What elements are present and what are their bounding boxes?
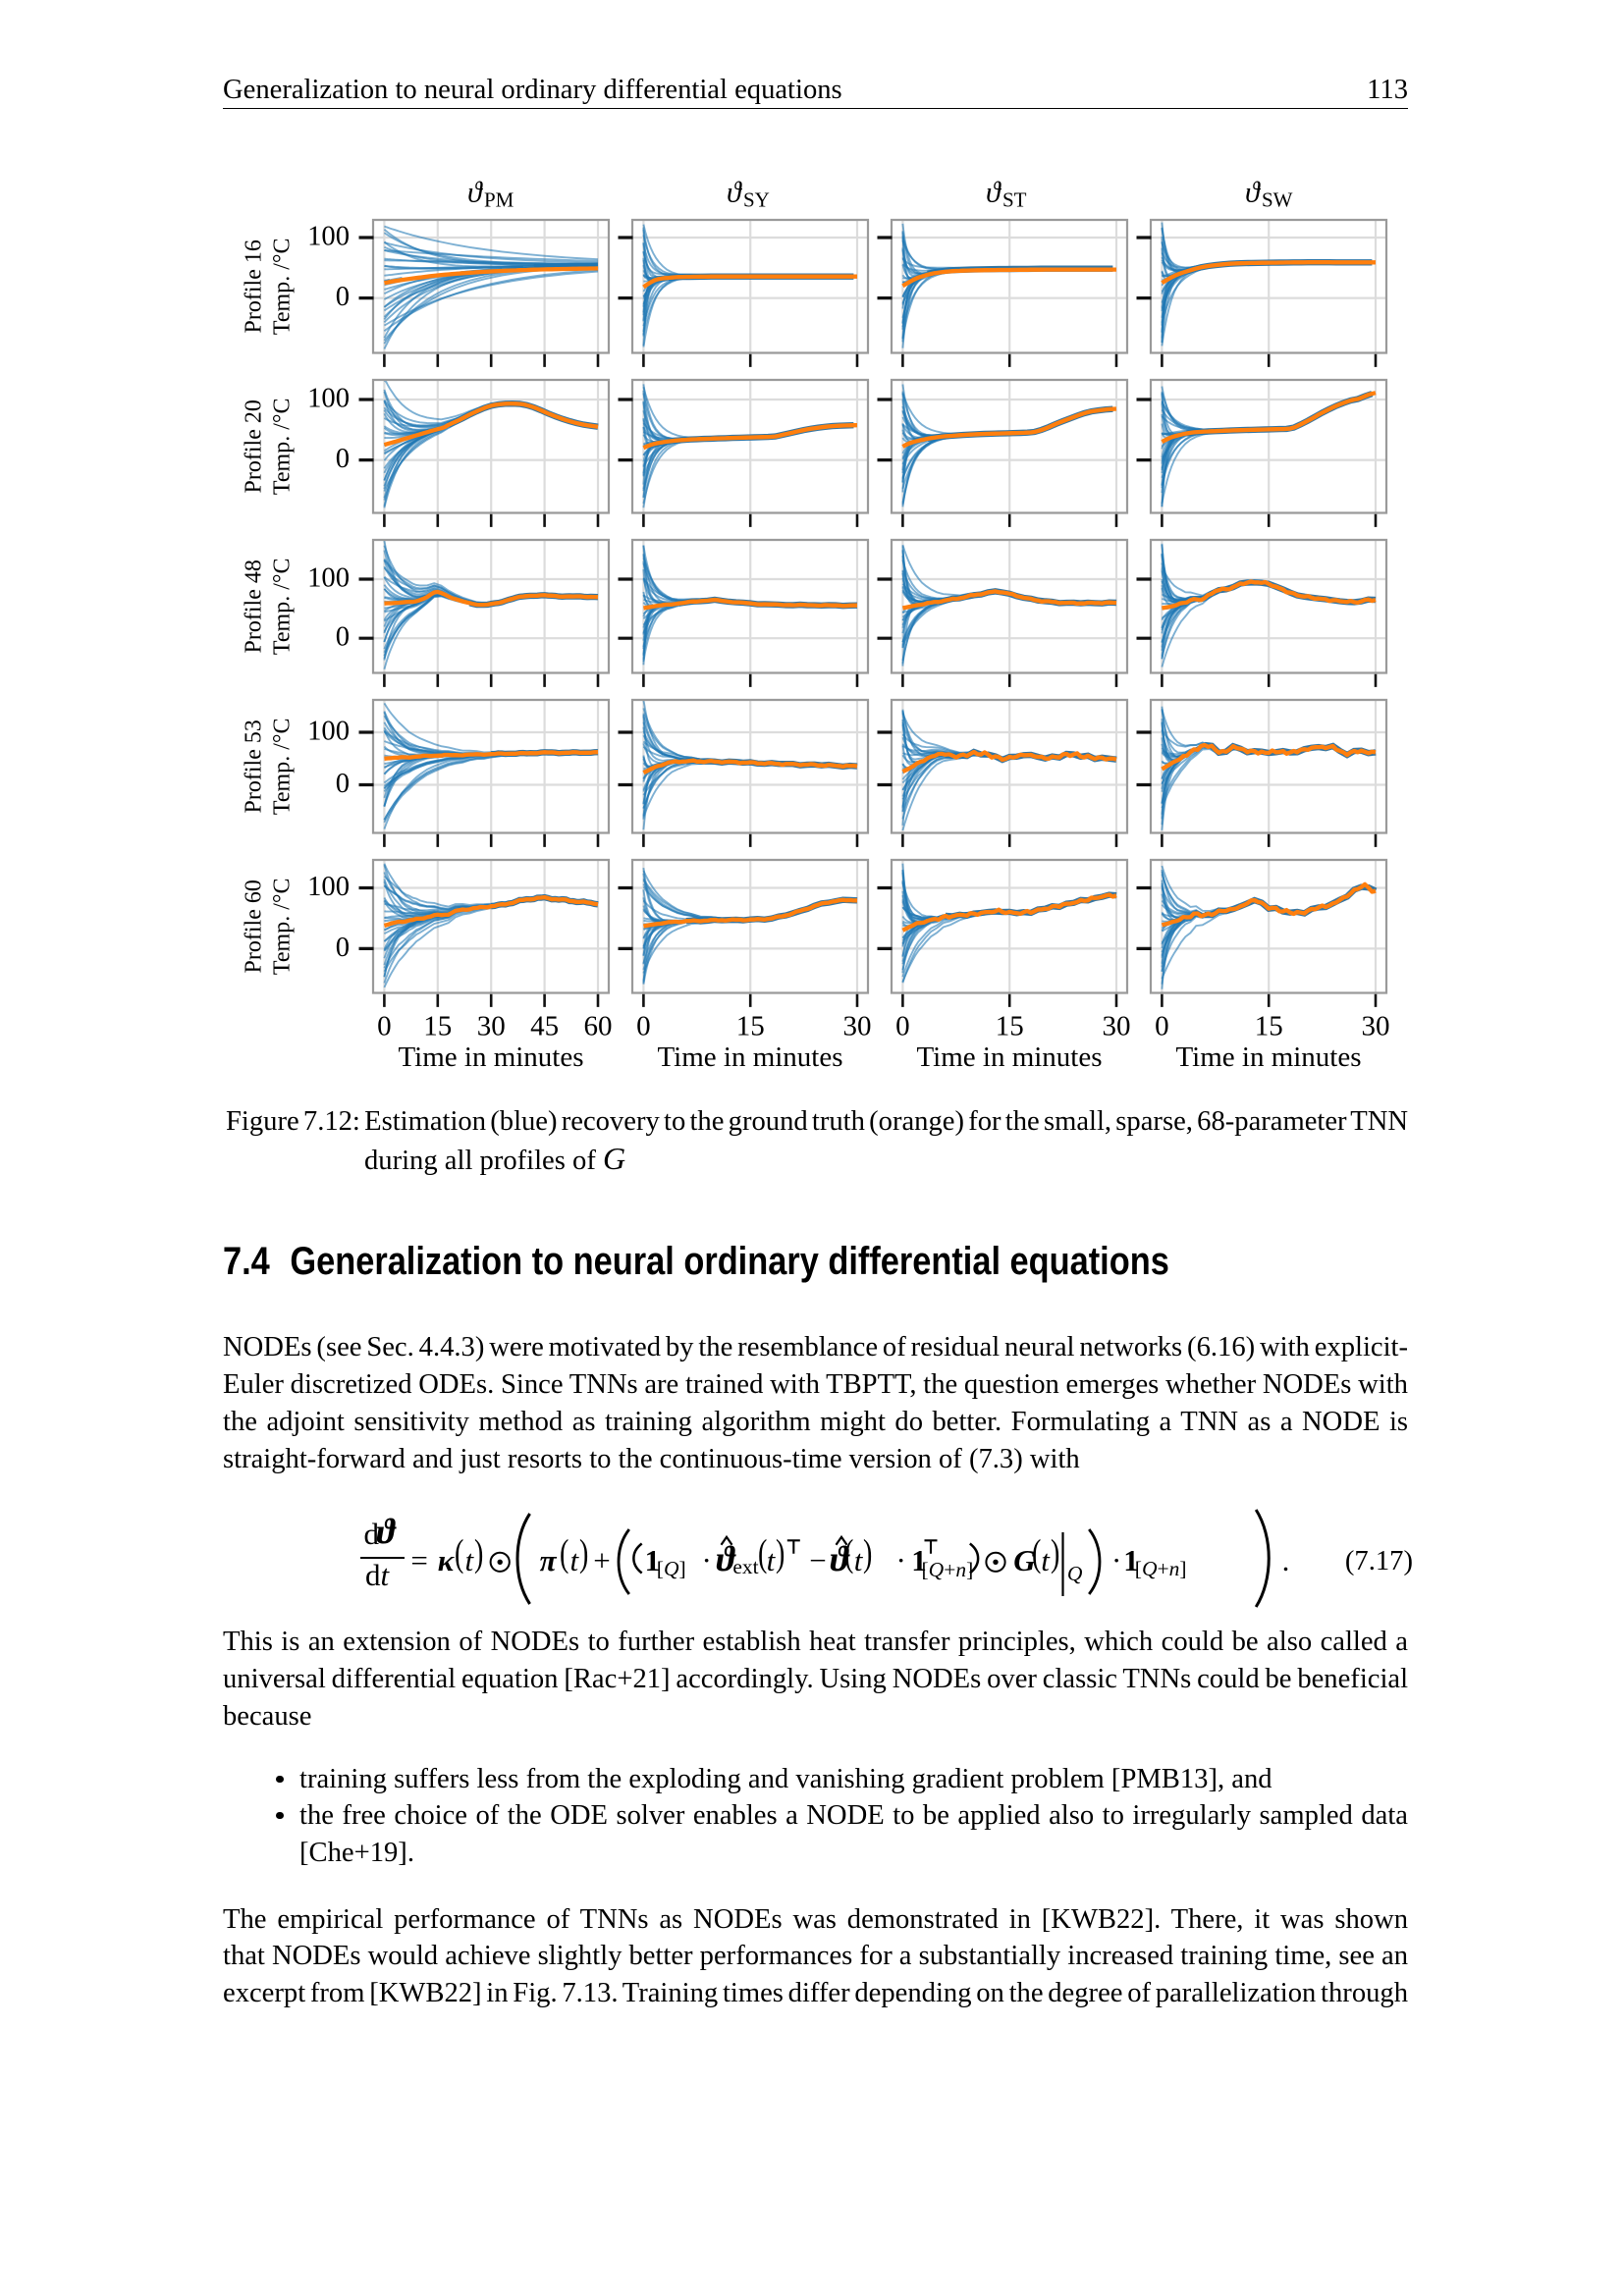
svg-text:Profile 20: Profile 20	[242, 400, 267, 493]
svg-text:ST: ST	[1002, 188, 1027, 212]
svg-text:0: 0	[336, 622, 350, 653]
svg-text:0: 0	[336, 282, 350, 312]
svg-text:Profile 48: Profile 48	[242, 560, 267, 653]
svg-text:SW: SW	[1262, 188, 1293, 212]
svg-text:100: 100	[307, 222, 350, 252]
svg-text:30: 30	[1362, 1011, 1390, 1042]
svg-text:30: 30	[1103, 1011, 1131, 1042]
svg-text:0: 0	[336, 769, 350, 799]
svg-text:45: 45	[530, 1011, 559, 1042]
svg-text:Time in minutes: Time in minutes	[916, 1041, 1102, 1073]
svg-text:0: 0	[1155, 1011, 1169, 1042]
svg-text:0: 0	[377, 1011, 392, 1042]
svg-text:Profile 16: Profile 16	[242, 240, 267, 333]
svg-text:30: 30	[843, 1011, 872, 1042]
svg-text:ϑ: ϑ	[727, 177, 743, 209]
svg-text:100: 100	[307, 717, 350, 747]
svg-text:100: 100	[307, 563, 350, 594]
svg-text:15: 15	[736, 1011, 765, 1042]
svg-text:0: 0	[336, 933, 350, 963]
svg-text:SY: SY	[743, 188, 770, 212]
svg-text:ϑ: ϑ	[467, 177, 484, 209]
svg-text:Profile 60: Profile 60	[242, 880, 267, 973]
svg-text:Temp. /°C: Temp. /°C	[270, 399, 296, 496]
svg-text:0: 0	[636, 1011, 651, 1042]
svg-text:ϑ: ϑ	[986, 177, 1002, 209]
svg-text:15: 15	[996, 1011, 1024, 1042]
svg-text:Temp. /°C: Temp. /°C	[270, 719, 296, 816]
svg-text:100: 100	[307, 872, 350, 902]
svg-text:Profile 53: Profile 53	[242, 720, 267, 813]
svg-text:Time in minutes: Time in minutes	[1175, 1041, 1361, 1073]
svg-text:0: 0	[336, 444, 350, 474]
svg-text:15: 15	[423, 1011, 452, 1042]
svg-text:100: 100	[307, 384, 350, 414]
svg-text:Time in minutes: Time in minutes	[657, 1041, 842, 1073]
svg-text:0: 0	[895, 1011, 910, 1042]
svg-text:ϑ: ϑ	[1245, 177, 1262, 209]
svg-text:60: 60	[584, 1011, 613, 1042]
svg-text:15: 15	[1255, 1011, 1283, 1042]
svg-text:Temp. /°C: Temp. /°C	[270, 239, 296, 336]
svg-text:Time in minutes: Time in minutes	[398, 1041, 583, 1073]
svg-text:PM: PM	[484, 188, 514, 212]
svg-text:Temp. /°C: Temp. /°C	[270, 559, 296, 656]
svg-text:Temp. /°C: Temp. /°C	[270, 879, 296, 976]
svg-text:30: 30	[477, 1011, 506, 1042]
